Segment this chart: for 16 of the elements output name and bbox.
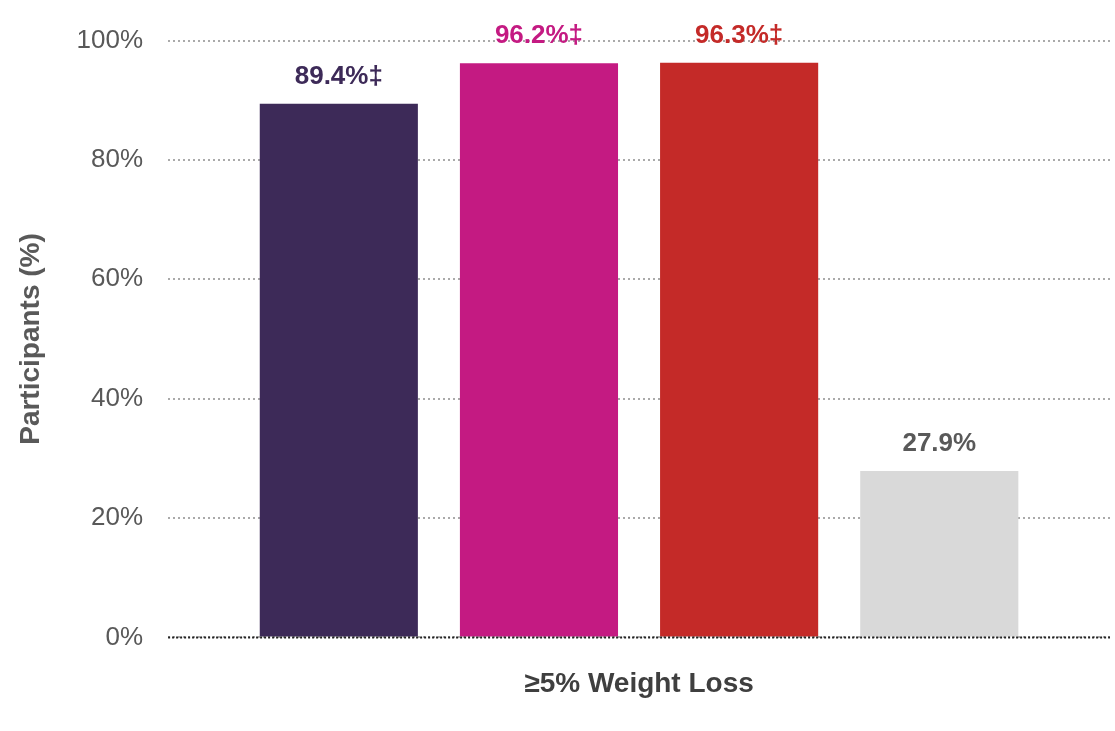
bar xyxy=(660,62,819,637)
data-label: 27.9% xyxy=(902,427,977,458)
data-label: 96.3%‡ xyxy=(695,18,784,49)
y-tick-label: 40% xyxy=(91,381,144,412)
y-tick-label: 60% xyxy=(91,262,144,293)
y-tick-label: 100% xyxy=(76,23,144,54)
bar xyxy=(860,470,1019,637)
y-tick-label: 0% xyxy=(105,620,144,651)
bar xyxy=(259,103,418,637)
y-axis-title: Participants (%) xyxy=(13,233,45,445)
y-tick-label: 20% xyxy=(91,501,144,532)
bar xyxy=(459,63,619,637)
data-label: 96.2%‡ xyxy=(494,19,584,50)
data-label: 89.4%‡ xyxy=(294,60,383,91)
x-tick-label: ≥5% Weight Loss xyxy=(524,666,754,698)
y-tick-label: 80% xyxy=(91,143,144,174)
